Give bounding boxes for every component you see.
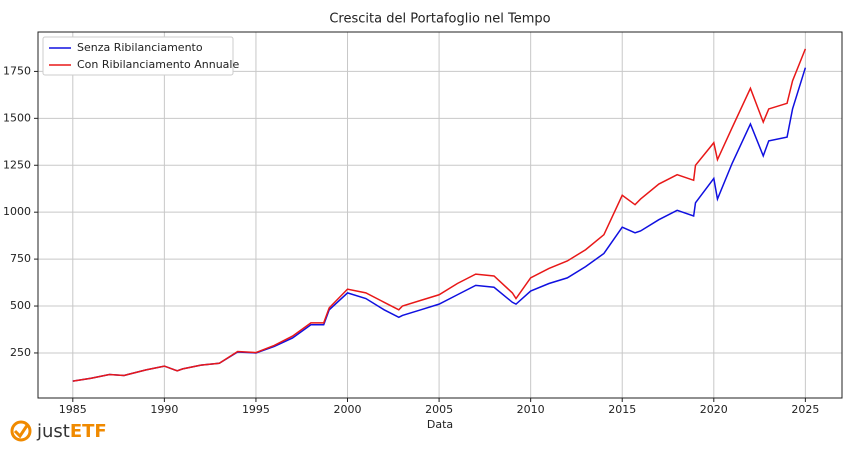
x-tick-label: 2020 xyxy=(700,403,728,416)
legend: Senza Ribilanciamento Con Ribilanciamento… xyxy=(42,36,239,76)
y-tick-label: 250 xyxy=(10,346,31,359)
y-tick-label: 1750 xyxy=(3,64,31,77)
chart-title: Crescita del Portafoglio nel Tempo xyxy=(329,12,550,27)
x-axis-label: Data xyxy=(427,418,453,431)
legend-label: Senza Ribilanciamento xyxy=(77,41,203,54)
legend-label: Con Ribilanciamento Annuale xyxy=(77,58,239,71)
y-tick-label: 1000 xyxy=(3,205,31,218)
x-tick-label: 1995 xyxy=(242,403,270,416)
x-tick-label: 2000 xyxy=(334,403,362,416)
plot-frame xyxy=(37,31,843,399)
logo-prefix: just xyxy=(36,421,70,442)
logo-icon xyxy=(10,420,32,442)
y-tick-label: 1500 xyxy=(3,111,31,124)
x-tick-label: 1985 xyxy=(59,403,87,416)
legend-box xyxy=(42,36,234,76)
logo-text: justETF xyxy=(36,421,107,442)
logo-suffix: ETF xyxy=(70,421,107,442)
series-line xyxy=(72,48,807,382)
y-tick-label: 1250 xyxy=(3,158,31,171)
x-tick-label: 2005 xyxy=(425,403,453,416)
logo: justETF xyxy=(10,420,107,442)
x-tick-label: 1990 xyxy=(150,403,178,416)
logo-check xyxy=(13,423,30,439)
x-tick-label: 2025 xyxy=(791,403,819,416)
y-tick-label: 750 xyxy=(10,252,31,265)
x-tick-label: 2010 xyxy=(517,403,545,416)
y-tick-label: 500 xyxy=(10,299,31,312)
x-tick-label: 2015 xyxy=(608,403,636,416)
